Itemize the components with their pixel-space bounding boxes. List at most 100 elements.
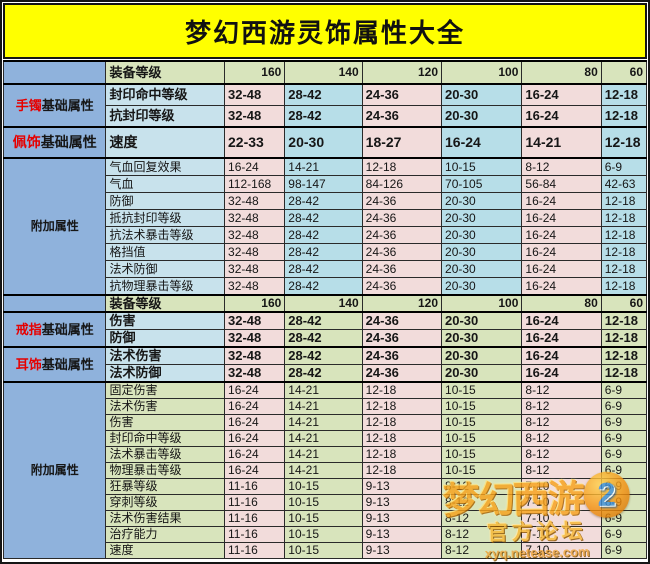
value-cell: 11-16 — [224, 494, 286, 511]
value-cell: 16-24 — [521, 226, 602, 244]
category-cell: 耳饰基础属性 — [2, 346, 107, 383]
value-cell: 12-18 — [600, 226, 648, 244]
attr-label-cell: 封印命中等级 — [105, 83, 226, 106]
category-highlight: 戒指 — [15, 321, 42, 337]
attr-label-cell: 伤害 — [105, 414, 226, 431]
attr-label-cell: 气血 — [105, 175, 226, 193]
value-cell: 20-30 — [441, 192, 523, 210]
value-cell: 32-48 — [224, 226, 286, 244]
value-cell: 11-16 — [224, 542, 286, 559]
value-cell: 7-10 — [521, 478, 602, 495]
value-cell: 8-12 — [441, 494, 523, 511]
value-cell: 10-15 — [441, 414, 523, 431]
value-cell: 24-36 — [361, 226, 443, 244]
value-cell: 16-24 — [521, 209, 602, 227]
value-cell: 6-9 — [600, 542, 648, 559]
attr-label-cell: 抗物理暴击等级 — [105, 277, 226, 296]
value-cell: 6-9 — [600, 157, 648, 176]
attr-label-cell: 速度 — [105, 126, 226, 159]
value-cell: 12-18 — [361, 430, 443, 447]
value-cell: 20-30 — [441, 346, 523, 365]
value-cell: 12-18 — [600, 126, 648, 159]
value-cell: 28-42 — [284, 192, 363, 210]
category-cell: 附加属性 — [2, 157, 107, 296]
value-cell: 32-48 — [224, 192, 286, 210]
value-cell: 6-9 — [600, 398, 648, 415]
value-cell: 16-24 — [521, 277, 602, 296]
corner-cell — [2, 294, 107, 313]
value-cell: 11-16 — [224, 478, 286, 495]
level-header-cell: 100 — [441, 60, 523, 85]
value-cell: 12-18 — [600, 105, 648, 128]
value-cell: 14-21 — [284, 414, 363, 431]
attr-label-cell: 封印命中等级 — [105, 430, 226, 447]
value-cell: 7-10 — [521, 526, 602, 543]
attr-label-cell: 速度 — [105, 542, 226, 559]
attr-label-cell: 法术防御 — [105, 364, 226, 383]
value-cell: 16-24 — [521, 346, 602, 365]
table-row: 法术伤害 16-24 14-21 12-18 10-15 8-12 6-9 — [4, 398, 648, 415]
category-highlight: 耳饰 — [15, 356, 42, 372]
value-cell: 32-48 — [224, 105, 286, 128]
category-cell: 戒指基础属性 — [2, 311, 107, 348]
value-cell: 24-36 — [361, 83, 443, 106]
category-rest: 基础属性 — [41, 97, 94, 113]
value-cell: 32-48 — [224, 243, 286, 261]
level-header-cell: 140 — [284, 60, 363, 85]
level-header-cell: 160 — [224, 60, 286, 85]
value-cell: 10-15 — [284, 494, 363, 511]
equip-level-label: 装备等级 — [105, 60, 226, 85]
value-cell: 16-24 — [224, 157, 286, 176]
value-cell: 16-24 — [224, 446, 286, 463]
attr-label-cell: 治疗能力 — [105, 526, 226, 543]
value-cell: 6-9 — [600, 478, 648, 495]
value-cell: 10-15 — [441, 398, 523, 415]
value-cell: 16-24 — [224, 430, 286, 447]
value-cell: 12-18 — [600, 243, 648, 261]
value-cell: 10-15 — [441, 462, 523, 479]
value-cell: 56-84 — [521, 175, 602, 193]
category-cell: 附加属性 — [2, 381, 107, 559]
value-cell: 14-21 — [284, 446, 363, 463]
value-cell: 9-13 — [361, 542, 443, 559]
value-cell: 28-42 — [284, 226, 363, 244]
value-cell: 8-12 — [441, 542, 523, 559]
value-cell: 24-36 — [361, 192, 443, 210]
category-rest: 基础属性 — [41, 321, 94, 337]
level-header-row: 装备等级 160 140 120 100 80 60 — [2, 294, 648, 313]
table-row: 速度 11-16 10-15 9-13 8-12 7-10 6-9 — [4, 542, 648, 559]
value-cell: 28-42 — [284, 364, 363, 383]
value-cell: 32-48 — [224, 364, 286, 383]
value-cell: 24-36 — [361, 243, 443, 261]
value-cell: 9-13 — [361, 526, 443, 543]
value-cell: 6-9 — [600, 381, 648, 399]
value-cell: 11-16 — [224, 526, 286, 543]
value-cell: 28-42 — [284, 311, 363, 330]
value-cell: 16-24 — [224, 398, 286, 415]
table-row: 手镯基础属性 封印命中等级 32-48 28-42 24-36 20-30 16-24 12-… — [2, 83, 648, 128]
value-cell: 6-9 — [600, 526, 648, 543]
table-row: 法术暴击等级 16-24 14-21 12-18 10-15 8-12 6-9 — [4, 446, 648, 463]
level-header-cell: 60 — [600, 60, 648, 85]
value-cell: 8-12 — [441, 478, 523, 495]
value-cell: 24-36 — [361, 260, 443, 278]
value-cell: 20-30 — [284, 126, 363, 159]
value-cell: 32-48 — [224, 260, 286, 278]
value-cell: 8-12 — [521, 446, 602, 463]
attr-label-cell: 防御 — [105, 192, 226, 210]
value-cell: 32-48 — [224, 209, 286, 227]
value-cell: 7-10 — [521, 542, 602, 559]
value-cell: 28-42 — [284, 346, 363, 365]
table-row: 戒指基础属性 伤害 32-48 28-42 24-36 20-30 16-24 12-18 — [2, 311, 648, 348]
value-cell: 24-36 — [361, 311, 443, 330]
value-cell: 20-30 — [441, 311, 523, 330]
attr-label-cell: 防御 — [105, 329, 226, 348]
value-cell: 14-21 — [284, 430, 363, 447]
category-highlight: 佩饰 — [12, 134, 41, 151]
attr-label-cell: 抗封印等级 — [105, 105, 226, 128]
table-row: 法术防御 32-48 28-42 24-36 20-30 16-24 12-18 — [4, 260, 648, 278]
level-header-cell: 120 — [361, 60, 443, 85]
value-cell: 8-12 — [521, 414, 602, 431]
table-row: 耳饰基础属性 法术伤害 32-48 28-42 24-36 20-30 16-24 12-18 — [2, 346, 648, 383]
